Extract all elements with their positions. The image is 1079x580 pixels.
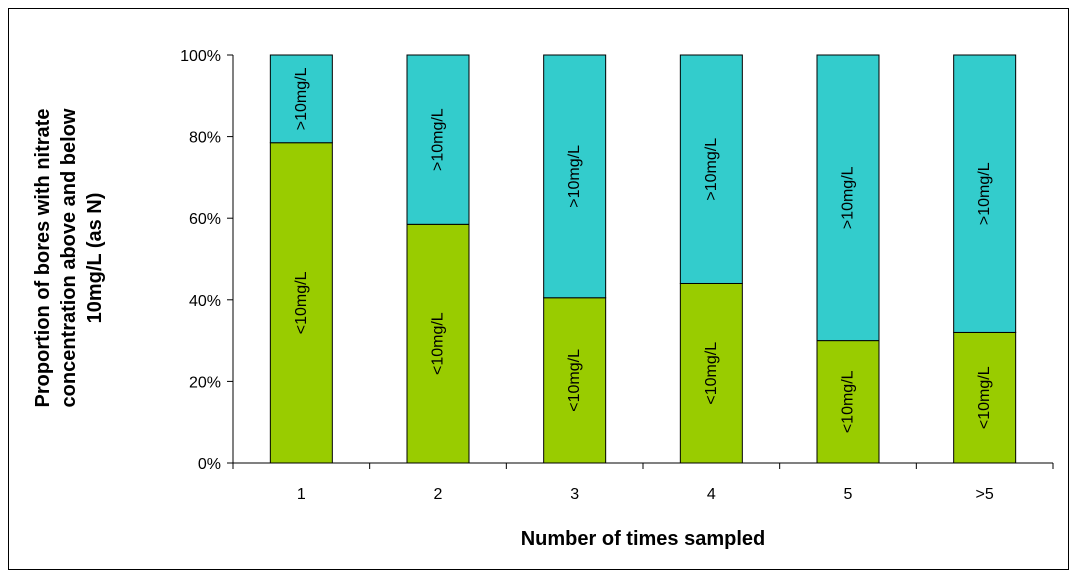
bar-segment-above-5 — [816, 54, 880, 342]
segment-label-below-1: <10mg/L — [293, 271, 310, 334]
bar-segment-below-3 — [543, 297, 607, 464]
bar-segment-below-5 — [816, 340, 880, 464]
segment-label-above-2: >10mg/L — [430, 108, 447, 171]
y-tick-label-3: 60% — [189, 211, 221, 228]
x-tick-label-4: 4 — [707, 486, 716, 503]
segment-label-above-5: >10mg/L — [840, 166, 857, 229]
chart-frame — [8, 8, 1069, 570]
y-tick-label-5: 100% — [180, 48, 221, 65]
bar-segment-below-1 — [269, 142, 333, 464]
segment-label-above-6: >10mg/L — [976, 162, 993, 225]
x-tick-label-1: 1 — [297, 486, 306, 503]
bar-segment-above-3 — [543, 54, 607, 299]
x-tick-label-3: 3 — [570, 486, 579, 503]
segment-label-above-3: >10mg/L — [566, 145, 583, 208]
bar-segment-below-2 — [406, 223, 470, 464]
segment-label-below-2: <10mg/L — [430, 312, 447, 375]
segment-label-above-1: >10mg/L — [293, 67, 310, 130]
y-axis-title-line-1: Proportion of bores with nitrate — [32, 109, 54, 408]
segment-label-above-4: >10mg/L — [703, 138, 720, 201]
bar-segment-below-4 — [679, 282, 743, 464]
y-axis-title: Proportion of bores with nitrate concent… — [32, 108, 106, 407]
bar-segment-above-1 — [269, 54, 333, 144]
y-tick-label-2: 40% — [189, 293, 221, 310]
y-tick-label-4: 80% — [189, 130, 221, 147]
y-axis-title-line-3: 10mg/L (as N) — [84, 193, 106, 324]
y-tick-label-1: 20% — [189, 374, 221, 391]
x-tick-label-5: 5 — [844, 486, 853, 503]
bar-segment-below-6 — [953, 331, 1017, 464]
bar-segment-above-2 — [406, 54, 470, 225]
segment-label-below-6: <10mg/L — [976, 366, 993, 429]
x-tick-label-6: >5 — [976, 486, 994, 503]
segment-label-below-3: <10mg/L — [566, 349, 583, 412]
y-tick-label-0: 0% — [198, 456, 221, 473]
segment-label-below-5: <10mg/L — [840, 370, 857, 433]
x-tick-label-2: 2 — [434, 486, 443, 503]
bar-segment-above-4 — [679, 54, 743, 284]
x-axis-title: Number of times sampled — [521, 528, 766, 550]
axes-group: 1 2 3 4 5 >5 0% 20% 40% 60% 80% 100% — [180, 48, 1054, 503]
bars-group: <10mg/L >10mg/L <10mg/L >10mg/L <10mg/L >10mg… — [269, 54, 1017, 464]
y-axis-title-line-2: concentration above and below — [58, 108, 80, 407]
bar-segment-above-6 — [953, 54, 1017, 333]
segment-label-below-4: <10mg/L — [703, 342, 720, 405]
